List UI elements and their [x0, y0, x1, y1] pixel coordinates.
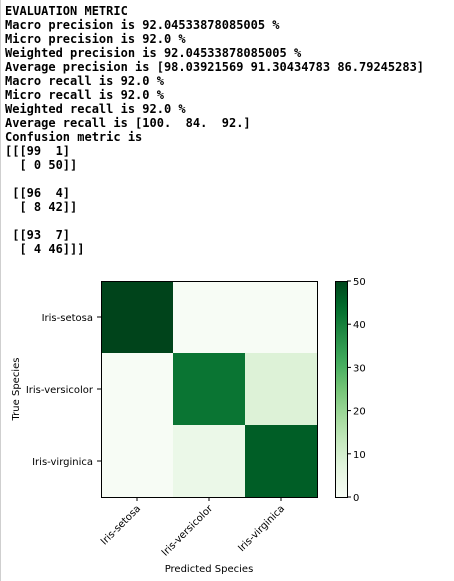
window-left-border	[0, 0, 1, 581]
colorbar-tick-label: 30	[353, 363, 366, 374]
colorbar	[335, 281, 347, 497]
y-tick-label: Iris-versicolor	[26, 385, 94, 396]
heatmap-cell	[245, 353, 317, 425]
y-tick-label: Iris-virginica	[32, 457, 93, 468]
console-line: Average precision is [98.03921569 91.304…	[5, 60, 425, 74]
x-tick-label: Iris-setosa	[99, 503, 143, 547]
heatmap-cell	[173, 425, 245, 497]
heatmap-cell	[173, 353, 245, 425]
heatmap-cell	[173, 281, 245, 353]
console-line: Macro recall is 92.0 %	[5, 74, 164, 88]
console-line: [[93 7]	[5, 228, 71, 242]
console-line: Micro precision is 92.0 %	[5, 32, 186, 46]
colorbar-frame	[335, 281, 348, 498]
heatmap-cell	[101, 281, 173, 353]
console-line: [ 8 42]]	[5, 200, 78, 214]
console-line: [[[99 1]	[5, 144, 71, 158]
heatmap-cell	[101, 425, 173, 497]
colorbar-tick-label: 50	[353, 277, 366, 288]
console-line: [[96 4]	[5, 186, 71, 200]
colorbar-tick-label: 20	[353, 407, 366, 418]
y-tick-label: Iris-setosa	[42, 313, 93, 324]
x-tick-label: Iris-virginica	[236, 503, 287, 554]
colorbar-tick-label: 10	[353, 450, 366, 461]
console-line: [ 4 46]]]	[5, 242, 85, 256]
console-line: EVALUATION METRIC	[5, 4, 128, 18]
console-line: Weighted precision is 92.04533878085005 …	[5, 46, 302, 60]
colorbar-tick-label: 0	[353, 493, 359, 504]
heatmap-cell	[245, 425, 317, 497]
console-line: Confusion metric is	[5, 130, 143, 144]
heatmap-cell	[101, 353, 173, 425]
console-line: Weighted recall is 92.0 %	[5, 102, 186, 116]
x-tick-label: Iris-versicolor	[160, 503, 216, 559]
console-output: EVALUATION METRIC Macro precision is 92.0…	[5, 4, 424, 256]
console-line: Average recall is [100. 84. 92.]	[5, 116, 251, 130]
console-line: Micro recall is 92.0 %	[5, 88, 164, 102]
x-axis-label: Predicted Species	[165, 564, 254, 575]
console-line: [ 0 50]]	[5, 158, 78, 172]
colorbar-tick-label: 40	[353, 320, 366, 331]
heatmap-cell	[245, 281, 317, 353]
console-line: Macro precision is 92.04533878085005 %	[5, 18, 280, 32]
y-axis-label: True Species	[11, 358, 22, 422]
